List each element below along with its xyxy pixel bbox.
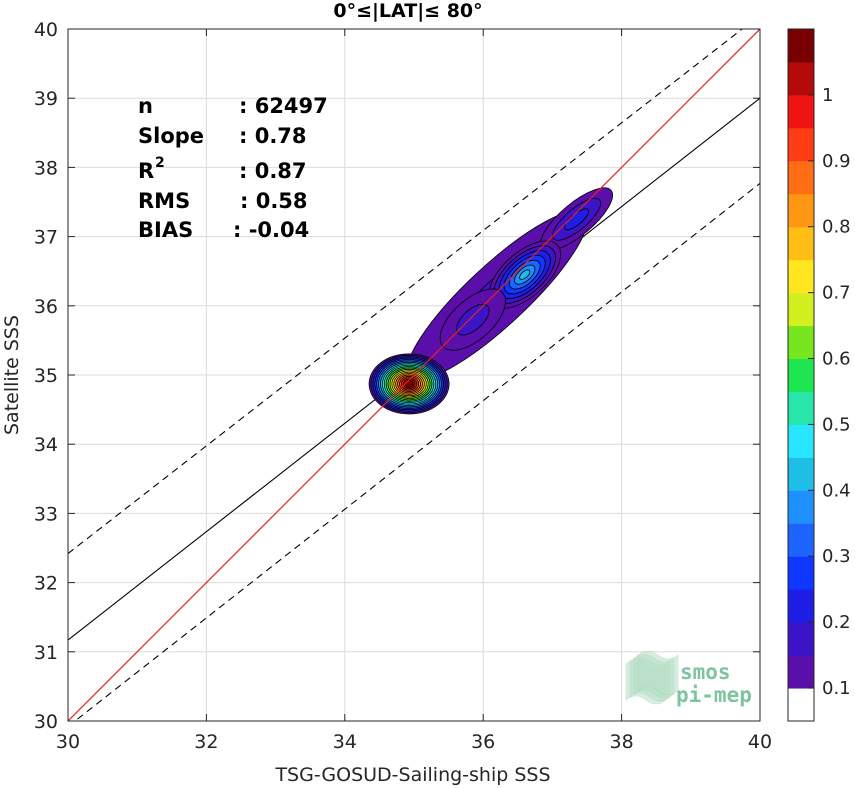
stat-value: : -0.04 xyxy=(233,218,309,242)
colorbar-level xyxy=(788,160,814,195)
colorbar-level xyxy=(788,655,814,689)
y-tick-label: 39 xyxy=(34,88,58,110)
y-tick-label: 30 xyxy=(34,711,58,733)
x-tick-label: 30 xyxy=(56,731,80,753)
contour-level xyxy=(404,380,414,388)
colorbar-level xyxy=(788,358,814,392)
colorbar-tick-label: 0.9 xyxy=(822,151,851,172)
colorbar-level xyxy=(788,127,814,162)
x-tick-label: 32 xyxy=(194,731,218,753)
colorbar-level xyxy=(788,61,814,96)
x-tick-label: 36 xyxy=(471,731,495,753)
colorbar-tick-label: 1 xyxy=(822,85,833,106)
y-tick-label: 35 xyxy=(34,365,58,387)
y-tick-label: 36 xyxy=(34,296,58,318)
stat-label-superscript: 2 xyxy=(155,155,165,171)
colorbar-frame xyxy=(787,28,815,722)
colorbar-level xyxy=(788,94,814,129)
lower-bound-dashed-line xyxy=(74,182,760,721)
identity-line xyxy=(68,29,760,721)
y-tick-label: 33 xyxy=(34,503,58,525)
stat-label: RMS xyxy=(138,189,190,213)
y-tick-label: 40 xyxy=(34,19,58,41)
colorbar-tick-label: 0.6 xyxy=(822,349,851,370)
colorbar-level xyxy=(788,556,814,590)
y-tick-label: 32 xyxy=(34,573,58,595)
colorbar-level xyxy=(788,622,814,656)
contour-level xyxy=(456,303,490,336)
y-axis-label: Satellite SSS xyxy=(1,315,23,435)
stat-value: : 0.78 xyxy=(239,124,307,148)
colorbar-tick-label: 0.7 xyxy=(822,283,851,304)
plot-contents xyxy=(68,29,760,721)
y-tick-label: 34 xyxy=(34,434,58,456)
colorbar-tick-label: 0.4 xyxy=(822,480,851,501)
colorbar-level xyxy=(788,490,814,524)
colorbar-level xyxy=(788,457,814,491)
colorbar: 0.1 0.2 0.3 0.4 0.5 0.6 0.7 0.8 0.9 1 xyxy=(787,28,851,722)
stat-label: BIAS xyxy=(138,218,193,242)
statistics-box: n : 62497 Slope : 0.78 R 2 : 0.87 RMS : 0.58 BIAS… xyxy=(138,94,328,242)
y-tick-label: 31 xyxy=(34,642,58,664)
colorbar-level xyxy=(788,688,814,722)
density-upper-cluster xyxy=(540,187,613,252)
x-tick-label: 38 xyxy=(610,731,634,753)
density-mid-cluster xyxy=(488,240,561,309)
x-axis-label: TSG-GOSUD-Sailing-ship SSS xyxy=(274,764,550,786)
chart-title: 0°≤|LAT|≤ 80° xyxy=(333,0,482,22)
stat-value: : 0.58 xyxy=(240,189,308,213)
colorbar-level xyxy=(788,523,814,557)
contour-level xyxy=(519,269,531,280)
colorbar-level xyxy=(788,589,814,623)
colorbar-level xyxy=(788,193,814,228)
stat-value: : 62497 xyxy=(239,94,328,118)
density-lower-lobe xyxy=(439,288,506,351)
colorbar-level xyxy=(788,292,814,327)
logo-text-pi-mep: pi-mep xyxy=(676,683,752,707)
colorbar-level xyxy=(788,424,814,458)
y-tick-label: 37 xyxy=(34,227,58,249)
density-main-peak xyxy=(368,353,450,415)
colorbar-tick-label: 0.5 xyxy=(822,414,851,435)
colorbar-tick-label: 0.3 xyxy=(822,546,851,567)
logo-wave xyxy=(637,650,679,696)
stat-label: R xyxy=(138,159,154,183)
colorbar-level xyxy=(788,29,814,63)
colorbar-level xyxy=(788,391,814,425)
stat-label: Slope xyxy=(138,124,204,148)
colorbar-tick-label: 0.1 xyxy=(822,678,851,699)
colorbar-level xyxy=(788,259,814,294)
colorbar-tick-label: 0.2 xyxy=(822,612,851,633)
stat-value: : 0.87 xyxy=(239,159,307,183)
x-tick-label: 34 xyxy=(333,731,357,753)
upper-bound-dashed-line xyxy=(68,29,744,554)
colorbar-tick-label: 0.8 xyxy=(822,217,851,238)
colorbar-level xyxy=(788,325,814,360)
x-tick-label: 40 xyxy=(748,731,772,753)
logo-text-smos: smos xyxy=(680,660,731,684)
stat-label: n xyxy=(138,94,153,118)
colorbar-level xyxy=(788,226,814,261)
y-tick-label: 38 xyxy=(34,157,58,179)
